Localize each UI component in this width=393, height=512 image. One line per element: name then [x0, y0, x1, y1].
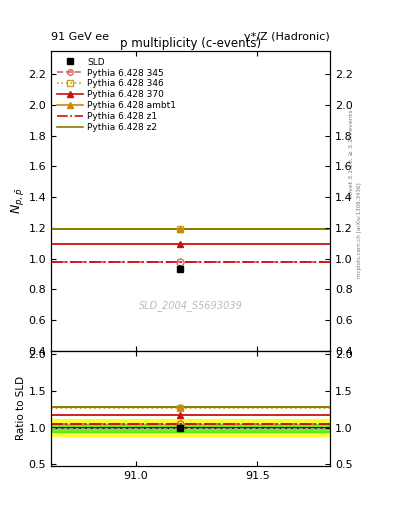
Text: Rivet 3.1.10, ≥ 3.1M events: Rivet 3.1.10, ≥ 3.1M events [349, 110, 354, 197]
Text: γ*/Z (Hadronic): γ*/Z (Hadronic) [244, 32, 330, 42]
Legend: SLD, Pythia 6.428 345, Pythia 6.428 346, Pythia 6.428 370, Pythia 6.428 ambt1, P: SLD, Pythia 6.428 345, Pythia 6.428 346,… [55, 56, 178, 134]
Title: p multiplicity (c-events): p multiplicity (c-events) [120, 37, 261, 50]
Y-axis label: Ratio to SLD: Ratio to SLD [16, 376, 26, 440]
Text: SLD_2004_S5693039: SLD_2004_S5693039 [139, 301, 242, 311]
Text: 91 GeV ee: 91 GeV ee [51, 32, 109, 42]
Bar [51, 419, 330, 436]
Y-axis label: $N_{p,\bar{p}}$: $N_{p,\bar{p}}$ [9, 188, 26, 214]
Bar [51, 424, 330, 432]
Text: mcplots.cern.ch [arXiv:1306.3436]: mcplots.cern.ch [arXiv:1306.3436] [357, 183, 362, 278]
